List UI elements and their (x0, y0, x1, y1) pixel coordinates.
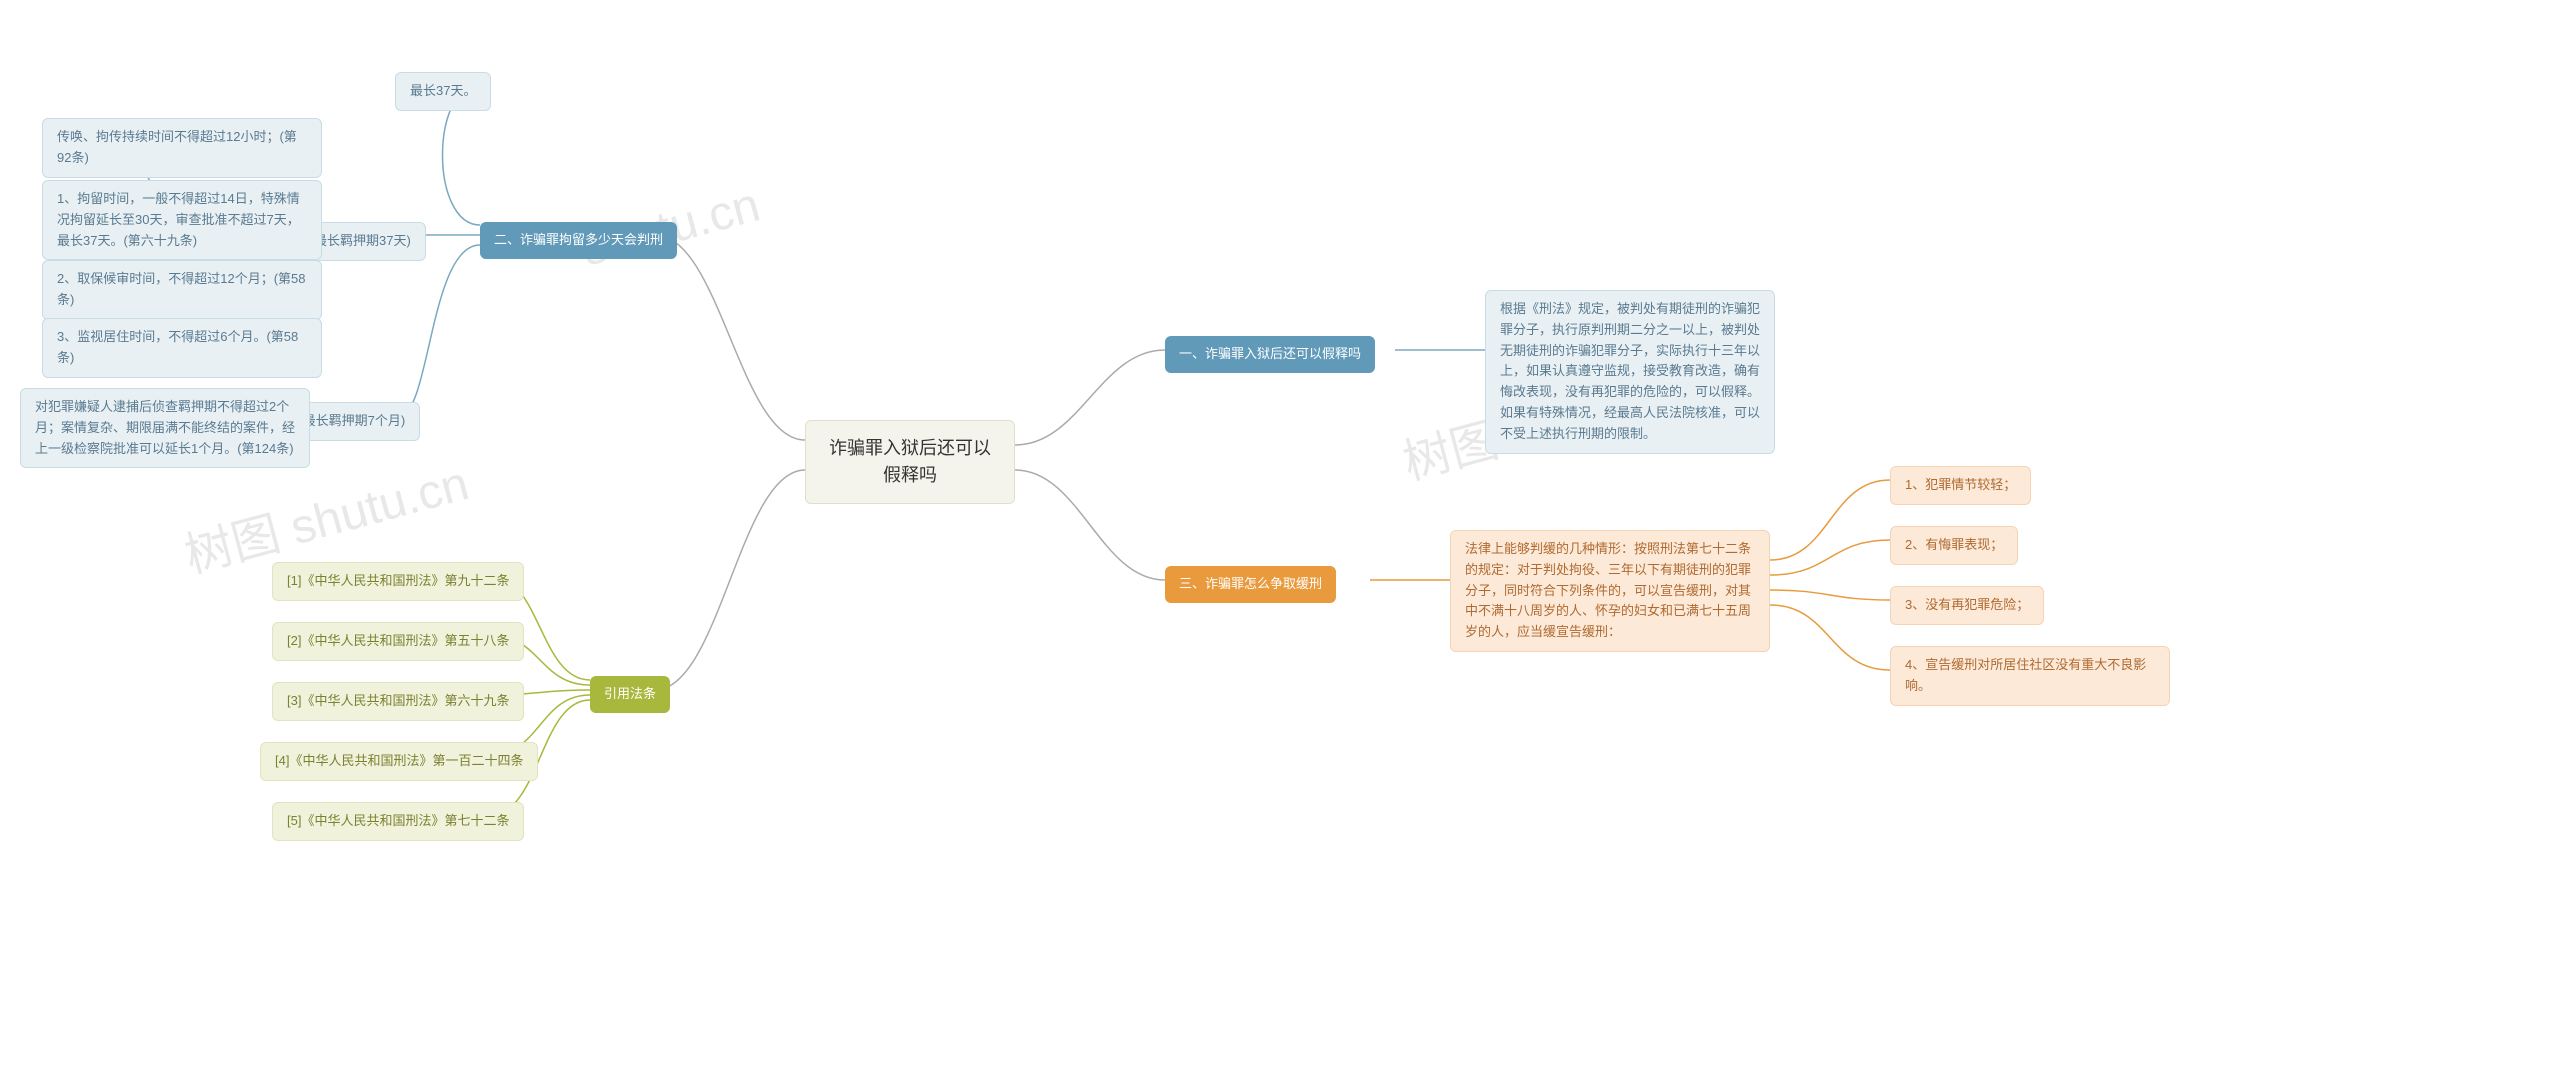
branch4-i3: [3]《中华人民共和国刑法》第六十九条 (272, 682, 524, 721)
branch2-sub2-i1: 传唤、拘传持续时间不得超过12小时；(第92条) (42, 118, 322, 178)
branch3-item2: 2、有悔罪表现； (1890, 526, 2018, 565)
branch3-item3: 3、没有再犯罪危险； (1890, 586, 2044, 625)
branch2-sub2-i3: 2、取保候审时间，不得超过12个月；(第58条) (42, 260, 322, 320)
branch2-sub2-i4: 3、监视居住时间，不得超过6个月。(第58条) (42, 318, 322, 378)
branch2-sub1: 最长37天。 (395, 72, 491, 111)
branch2-sub2-i2: 1、拘留时间，一般不得超过14日，特殊情况拘留延长至30天，审查批准不超过7天，… (42, 180, 322, 260)
connectors (0, 0, 2560, 1080)
branch4-i1: [1]《中华人民共和国刑法》第九十二条 (272, 562, 524, 601)
branch3-item4: 4、宣告缓刑对所居住社区没有重大不良影响。 (1890, 646, 2170, 706)
branch2-title[interactable]: 二、诈骗罪拘留多少天会判刑 (480, 222, 677, 259)
root-node[interactable]: 诈骗罪入狱后还可以假释吗 (805, 420, 1015, 504)
branch1-content: 根据《刑法》规定，被判处有期徒刑的诈骗犯罪分子，执行原判刑期二分之一以上，被判处… (1485, 290, 1775, 454)
branch3-content: 法律上能够判缓的几种情形：按照刑法第七十二条的规定：对于判处拘役、三年以下有期徒… (1450, 530, 1770, 652)
branch4-i4: [4]《中华人民共和国刑法》第一百二十四条 (260, 742, 538, 781)
branch4-i5: [5]《中华人民共和国刑法》第七十二条 (272, 802, 524, 841)
branch3-item1: 1、犯罪情节较轻； (1890, 466, 2031, 505)
branch4-title[interactable]: 引用法条 (590, 676, 670, 713)
branch4-i2: [2]《中华人民共和国刑法》第五十八条 (272, 622, 524, 661)
branch2-sub3-content: 对犯罪嫌疑人逮捕后侦查羁押期不得超过2个月；案情复杂、期限届满不能终结的案件，经… (20, 388, 310, 468)
branch3-title[interactable]: 三、诈骗罪怎么争取缓刑 (1165, 566, 1336, 603)
branch1-title[interactable]: 一、诈骗罪入狱后还可以假释吗 (1165, 336, 1375, 373)
